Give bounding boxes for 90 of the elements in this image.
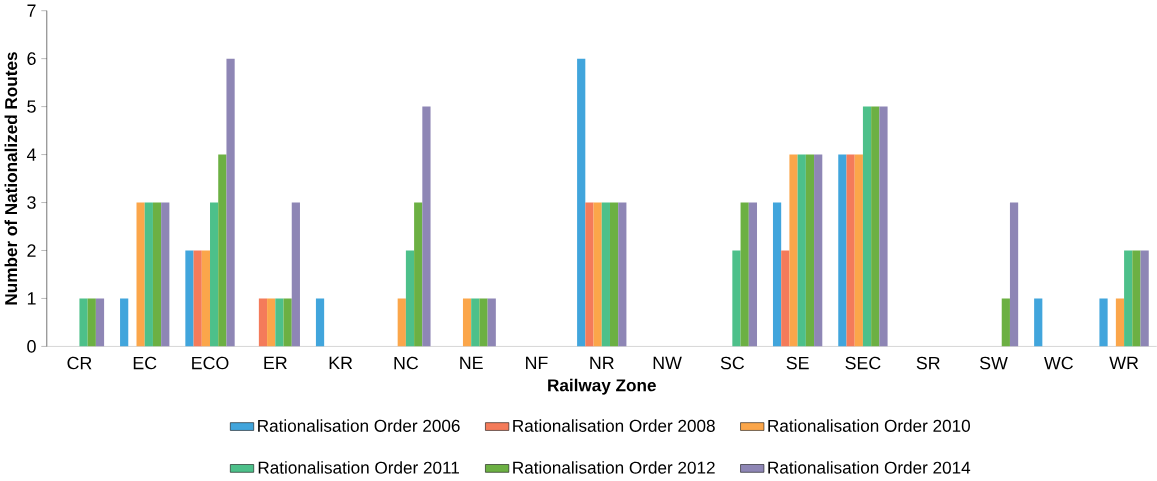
bar bbox=[601, 202, 610, 347]
bar bbox=[185, 250, 194, 347]
x-tick-label: EC bbox=[133, 356, 157, 370]
bar bbox=[772, 202, 782, 347]
bar bbox=[618, 202, 627, 347]
x-tick-label: NC bbox=[394, 356, 419, 370]
legend-label: Rationalisation Order 2014 bbox=[768, 461, 971, 474]
x-tick-label: SEC bbox=[845, 356, 881, 370]
bar bbox=[193, 250, 202, 347]
x-tick-label: NR bbox=[590, 356, 614, 369]
bar bbox=[609, 202, 619, 347]
bar bbox=[267, 298, 276, 347]
bar bbox=[95, 298, 105, 347]
x-tick-label: WC bbox=[1044, 356, 1073, 370]
bar bbox=[577, 58, 586, 347]
bar bbox=[1001, 298, 1010, 347]
bar bbox=[152, 202, 162, 347]
y-tick-label: 2 bbox=[27, 244, 36, 257]
bar bbox=[871, 106, 880, 347]
bar bbox=[161, 202, 170, 347]
x-tick-label: NF bbox=[526, 356, 548, 369]
bar bbox=[1034, 298, 1043, 347]
bar bbox=[283, 298, 292, 347]
bar bbox=[1009, 202, 1019, 347]
bar bbox=[1140, 250, 1149, 347]
bar bbox=[120, 298, 129, 347]
bar bbox=[479, 298, 488, 347]
x-tick-label: SR bbox=[916, 356, 940, 370]
bar bbox=[136, 202, 145, 347]
x-tick-label: SW bbox=[979, 356, 1008, 370]
bar bbox=[879, 106, 888, 347]
y-tick-label: 6 bbox=[27, 52, 36, 65]
y-tick-label: 1 bbox=[27, 292, 36, 305]
bar bbox=[740, 202, 749, 347]
bar bbox=[291, 202, 300, 347]
bar bbox=[87, 298, 96, 347]
bar bbox=[732, 250, 741, 347]
bar bbox=[846, 154, 855, 347]
bar bbox=[854, 154, 863, 347]
bar bbox=[258, 298, 268, 347]
x-tick-label: ER bbox=[264, 356, 287, 369]
bar bbox=[585, 202, 594, 347]
bar bbox=[1099, 298, 1108, 347]
y-tick-label: 7 bbox=[27, 4, 36, 17]
bar bbox=[487, 298, 496, 347]
x-tick-label: WR bbox=[1109, 356, 1139, 369]
bar bbox=[838, 154, 847, 347]
bar bbox=[1132, 250, 1141, 347]
legend-label: Rationalisation Order 2006 bbox=[258, 419, 460, 432]
bar bbox=[397, 298, 406, 347]
x-tick-label: NW bbox=[653, 356, 682, 369]
bar bbox=[797, 154, 806, 347]
bar bbox=[201, 250, 211, 347]
bar bbox=[405, 250, 415, 347]
y-axis-title: Number of Nationalized Routes bbox=[4, 52, 18, 305]
bar bbox=[814, 154, 823, 347]
legend-label: Rationalisation Order 2012 bbox=[513, 461, 715, 474]
bar bbox=[462, 298, 472, 347]
x-tick-label: SC bbox=[720, 356, 745, 370]
bar bbox=[789, 154, 798, 347]
bar bbox=[275, 298, 284, 347]
y-tick-label: 4 bbox=[26, 148, 36, 161]
legend-label: Rationalisation Order 2011 bbox=[258, 461, 459, 474]
bar bbox=[781, 250, 790, 347]
bar bbox=[593, 202, 602, 347]
legend-label: Rationalisation Order 2010 bbox=[768, 419, 970, 432]
x-tick-label: CR bbox=[67, 356, 92, 370]
bar bbox=[210, 202, 219, 347]
bar bbox=[414, 202, 423, 347]
legend-label: Rationalisation Order 2008 bbox=[513, 419, 715, 432]
bar bbox=[862, 106, 872, 347]
bar bbox=[144, 202, 153, 347]
y-tick-label: 3 bbox=[27, 196, 36, 209]
x-tick-label: SE bbox=[786, 356, 809, 370]
bar bbox=[805, 154, 815, 347]
x-axis-title: Railway Zone bbox=[548, 378, 656, 395]
bar bbox=[1124, 250, 1133, 347]
bar bbox=[422, 106, 431, 347]
y-tick-label: 0 bbox=[27, 340, 36, 353]
bar bbox=[471, 298, 480, 347]
x-tick-label: ECO bbox=[192, 356, 229, 370]
bar bbox=[315, 298, 325, 347]
bar bbox=[226, 58, 235, 347]
x-tick-label: NE bbox=[460, 356, 483, 369]
bar bbox=[79, 298, 88, 347]
x-tick-label: KR bbox=[329, 356, 353, 369]
bar bbox=[1115, 298, 1125, 347]
y-tick-label: 5 bbox=[27, 100, 36, 113]
bar bbox=[748, 202, 758, 347]
bar bbox=[218, 154, 227, 347]
